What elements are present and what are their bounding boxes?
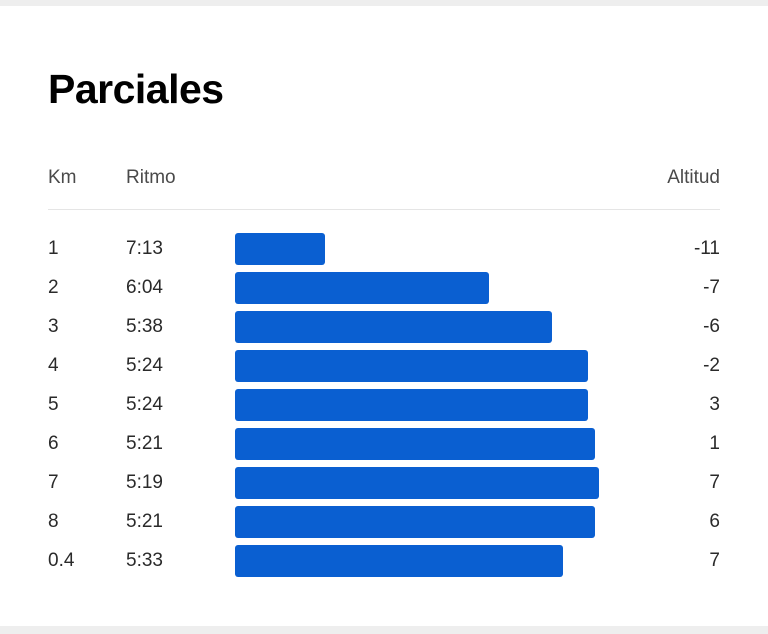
split-pace: 5:38 — [126, 316, 163, 337]
split-km: 5 — [48, 394, 59, 415]
split-pace: 5:21 — [126, 433, 163, 454]
split-pace: 5:24 — [126, 355, 163, 376]
split-altitude: 7 — [709, 472, 720, 493]
pace-bar — [235, 350, 588, 382]
pace-bar — [235, 389, 588, 421]
splits-list: 1 7:13 -11 2 6:04 -7 3 5:38 -6 4 5:24 -2 5 5:24 3 6 5:21… — [0, 233, 768, 584]
split-km: 7 — [48, 472, 59, 493]
split-pace: 6:04 — [126, 277, 163, 298]
header-km: Km — [48, 167, 77, 188]
split-row: 7 5:19 7 — [0, 467, 768, 506]
table-header: Km Ritmo Altitud — [0, 164, 768, 192]
split-pace: 5:21 — [126, 511, 163, 532]
split-row: 2 6:04 -7 — [0, 272, 768, 311]
split-row: 8 5:21 6 — [0, 506, 768, 545]
split-km: 0.4 — [48, 550, 75, 571]
pace-bar — [235, 428, 595, 460]
split-km: 6 — [48, 433, 59, 454]
split-km: 2 — [48, 277, 59, 298]
pace-bar — [235, 233, 325, 265]
pace-bar — [235, 311, 552, 343]
split-pace: 5:24 — [126, 394, 163, 415]
split-km: 4 — [48, 355, 59, 376]
pace-bar — [235, 545, 563, 577]
split-km: 8 — [48, 511, 59, 532]
split-km: 1 — [48, 238, 59, 259]
section-title: Parciales — [48, 66, 224, 112]
split-altitude: 3 — [709, 394, 720, 415]
split-row: 4 5:24 -2 — [0, 350, 768, 389]
pace-bar — [235, 272, 489, 304]
header-altitude: Altitud — [667, 167, 720, 188]
split-row: 6 5:21 1 — [0, 428, 768, 467]
split-km: 3 — [48, 316, 59, 337]
split-altitude: -2 — [703, 355, 720, 376]
split-altitude: -7 — [703, 277, 720, 298]
split-altitude: -11 — [693, 238, 720, 259]
split-pace: 7:13 — [126, 238, 163, 259]
split-altitude: 1 — [709, 433, 720, 454]
split-altitude: -6 — [703, 316, 720, 337]
header-pace: Ritmo — [126, 167, 176, 188]
splits-card: Parciales Km Ritmo Altitud 1 7:13 -11 2 6:04… — [0, 6, 768, 626]
split-altitude: 6 — [709, 511, 720, 532]
split-row: 5 5:24 3 — [0, 389, 768, 428]
split-row: 3 5:38 -6 — [0, 311, 768, 350]
split-altitude: 7 — [709, 550, 720, 571]
header-divider — [48, 209, 720, 210]
pace-bar — [235, 506, 595, 538]
split-pace: 5:33 — [126, 550, 163, 571]
split-pace: 5:19 — [126, 472, 163, 493]
split-row: 1 7:13 -11 — [0, 233, 768, 272]
pace-bar — [235, 467, 599, 499]
split-row: 0.4 5:33 7 — [0, 545, 768, 584]
